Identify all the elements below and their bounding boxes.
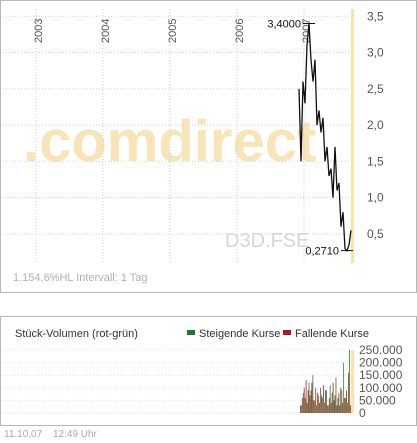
x-tick-label: 2004 xyxy=(100,19,112,43)
volume-bar-up xyxy=(320,387,321,413)
symbol-label: D3D.FSE xyxy=(225,230,309,252)
volume-bar-down xyxy=(342,402,344,413)
volume-bar-down xyxy=(301,397,303,413)
volume-bar-up xyxy=(326,390,327,413)
volume-bar-down xyxy=(330,402,332,413)
volume-bar-down xyxy=(315,387,317,413)
volume-bar-down xyxy=(325,390,326,413)
y-tick-label: 0,5 xyxy=(367,227,384,241)
volume-bar-down xyxy=(323,385,324,413)
volume-bar-up xyxy=(327,405,329,413)
volume-bar-down xyxy=(344,397,346,413)
volume-bar-up xyxy=(300,405,302,413)
volume-bar-up xyxy=(318,395,320,413)
volume-bar-up xyxy=(324,402,325,413)
volume-bar-down xyxy=(350,405,351,413)
volume-bar-down xyxy=(334,395,336,413)
legend-label: Fallende Kurse xyxy=(295,328,369,340)
volume-bar-up xyxy=(345,397,346,413)
volume-bar-up xyxy=(308,382,310,413)
volume-bar-down xyxy=(326,405,328,413)
volume-y-tick-label: 200.000 xyxy=(359,356,403,370)
volume-bar-down xyxy=(300,405,301,413)
volume-bar-up xyxy=(339,405,341,413)
volume-bar-up xyxy=(316,405,318,413)
volume-bar-up xyxy=(349,350,350,413)
legend-label: Steigende Kurse xyxy=(199,328,280,340)
price-line xyxy=(298,23,352,252)
volume-bar-down xyxy=(340,387,342,413)
volume-bar-up xyxy=(329,385,331,413)
volume-bar-up xyxy=(341,390,343,413)
volume-bar-up xyxy=(343,362,345,413)
volume-bar-up xyxy=(347,402,348,413)
volume-bar-down xyxy=(309,395,311,413)
volume-bar-down xyxy=(338,392,340,413)
volume-bar-down xyxy=(305,380,307,413)
volume-bar-up xyxy=(333,400,335,413)
volume-bar-up xyxy=(312,375,314,413)
volume-y-tick-label: 150.000 xyxy=(359,368,403,382)
volume-chart: Stück-Volumen (rot-grün) Steigende Kurse F… xyxy=(3,328,403,420)
x-tick-label: 2006 xyxy=(234,19,246,43)
volume-bar-up xyxy=(314,400,316,413)
volume-title: Stück-Volumen (rot-grün) xyxy=(15,328,138,340)
x-tick-label: 2005 xyxy=(167,19,179,43)
volume-y-tick-label: 50.000 xyxy=(359,393,396,407)
volume-bar-up xyxy=(337,397,339,413)
volume-bar-down xyxy=(336,405,338,413)
volume-y-tick-label: 0 xyxy=(359,406,366,420)
info-label: 1.154,6%HL Intervall: 1 Tag xyxy=(13,272,148,284)
volume-y-tick-label: 100.000 xyxy=(359,381,403,395)
x-tick-label: 2003 xyxy=(33,19,45,43)
volume-bar-down xyxy=(317,392,319,413)
y-tick-label: 2,5 xyxy=(367,82,384,96)
y-tick-label: 1,0 xyxy=(367,191,384,205)
footer: 11.10.07 12:49 Uhr xyxy=(4,429,105,440)
volume-bar-down xyxy=(348,372,349,413)
y-tick-label: 2,0 xyxy=(367,118,384,132)
volume-bar-up xyxy=(310,390,312,413)
volume-bar-down xyxy=(346,390,347,413)
volume-bar-up xyxy=(322,397,323,413)
y-tick-label: 1,5 xyxy=(367,154,384,168)
volume-bar-up xyxy=(335,377,337,413)
footer-time: 12:49 Uhr xyxy=(52,429,97,440)
min-label: 0,2710 xyxy=(305,246,339,258)
y-tick-label: 3,0 xyxy=(367,46,384,60)
volume-y-tick-label: 250.000 xyxy=(359,343,403,357)
volume-bar-down xyxy=(332,382,334,413)
volume-bar-down xyxy=(321,395,322,413)
volume-bar-down xyxy=(307,390,309,413)
volume-bar-down xyxy=(319,402,320,413)
y-axis-line xyxy=(351,9,354,263)
volume-bar-down xyxy=(313,400,315,413)
volume-bar-up xyxy=(304,397,306,413)
legend-swatch xyxy=(283,330,291,335)
footer-date: 11.10.07 xyxy=(4,429,43,440)
y-tick-label: 3,5 xyxy=(367,9,384,23)
price-chart-panel: .comdirect 2003 2004 2005 2006 2007 3,5 3,0 2,5 2… xyxy=(0,0,417,293)
volume-bar-up xyxy=(302,392,304,413)
volume-chart-panel: Stück-Volumen (rot-grün) Steigende Kurse F… xyxy=(0,316,417,426)
volume-bar-up xyxy=(306,402,308,413)
max-label: 3,4000 xyxy=(267,19,301,31)
volume-bar-up xyxy=(331,392,333,413)
legend-swatch xyxy=(187,330,195,335)
volume-bar-down xyxy=(311,382,313,413)
volume-bar-down xyxy=(303,387,305,413)
volume-y-axis-line xyxy=(351,350,354,413)
volume-bar-down xyxy=(328,397,330,413)
